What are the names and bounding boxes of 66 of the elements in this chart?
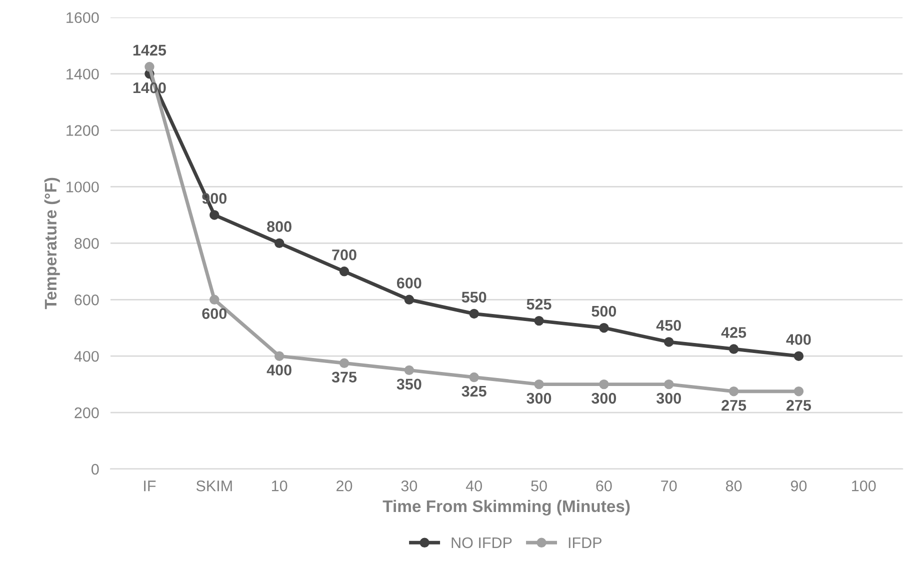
point [210, 210, 220, 220]
data-label: 425 [721, 327, 746, 338]
point [469, 308, 479, 319]
y-tick-label: 1000 [66, 182, 99, 192]
data-label: 275 [722, 400, 746, 411]
data-label: 375 [332, 372, 357, 383]
y-tick-label: 800 [74, 238, 99, 249]
x-tick-label: 70 [661, 480, 677, 492]
data-label: 400 [786, 334, 811, 345]
data-label: 500 [592, 306, 616, 317]
x-tick-label: 20 [336, 480, 352, 492]
point [534, 379, 544, 390]
y-tick-label: 1400 [66, 68, 99, 80]
y-tick-label: 200 [74, 407, 99, 418]
point [339, 358, 350, 368]
data-label: 600 [396, 278, 422, 288]
x-tick-label: 90 [790, 480, 807, 492]
data-label: 275 [786, 400, 812, 411]
point [728, 344, 739, 354]
point [599, 322, 609, 333]
x-tick-label: 50 [531, 480, 547, 492]
data-label: 800 [267, 221, 292, 232]
point [404, 294, 414, 304]
data-label: 300 [526, 392, 552, 404]
x-tick-label: 80 [726, 480, 742, 492]
data-label: 550 [462, 292, 486, 303]
data-label: 350 [396, 378, 422, 390]
x-tick-label: SKIM [196, 480, 232, 492]
y-tick-label: 0 [92, 464, 99, 475]
data-label: 600 [202, 308, 227, 320]
data-label: 700 [332, 249, 356, 260]
point [794, 386, 804, 396]
point [469, 372, 479, 382]
y-tick-label: 1600 [66, 12, 99, 24]
point [534, 316, 544, 326]
data-label: 525 [526, 298, 552, 310]
x-tick-label: IF [144, 480, 156, 492]
y-tick-label: 1200 [66, 125, 99, 136]
x-tick-label: 10 [272, 480, 288, 492]
x-tick-label: 60 [596, 480, 612, 492]
y-tick-label: 600 [74, 294, 99, 306]
data-label: 300 [656, 392, 681, 404]
legend-label: IFDP [568, 537, 602, 548]
data-label: 450 [656, 320, 681, 331]
x-axis-title: Time From Skimming (Minutes) [382, 500, 630, 516]
point [404, 365, 414, 376]
point [274, 351, 284, 361]
x-tick-label: 30 [401, 480, 418, 492]
data-label: 1425 [133, 44, 166, 56]
point [664, 379, 674, 390]
legend-label: NO IFDP [452, 537, 512, 548]
y-axis-title: Temperature (°F) [44, 178, 60, 310]
x-tick-label: 40 [466, 480, 482, 492]
point [210, 294, 220, 304]
data-label: 325 [462, 386, 486, 397]
data-label: 400 [266, 364, 292, 376]
point [339, 266, 350, 276]
point [664, 337, 674, 347]
point [274, 238, 284, 248]
point [144, 62, 154, 72]
data-label: 300 [592, 392, 616, 404]
x-tick-label: 100 [852, 480, 876, 492]
point [728, 386, 739, 396]
point [794, 351, 804, 361]
y-tick-label: 400 [74, 350, 99, 362]
point [599, 379, 609, 390]
